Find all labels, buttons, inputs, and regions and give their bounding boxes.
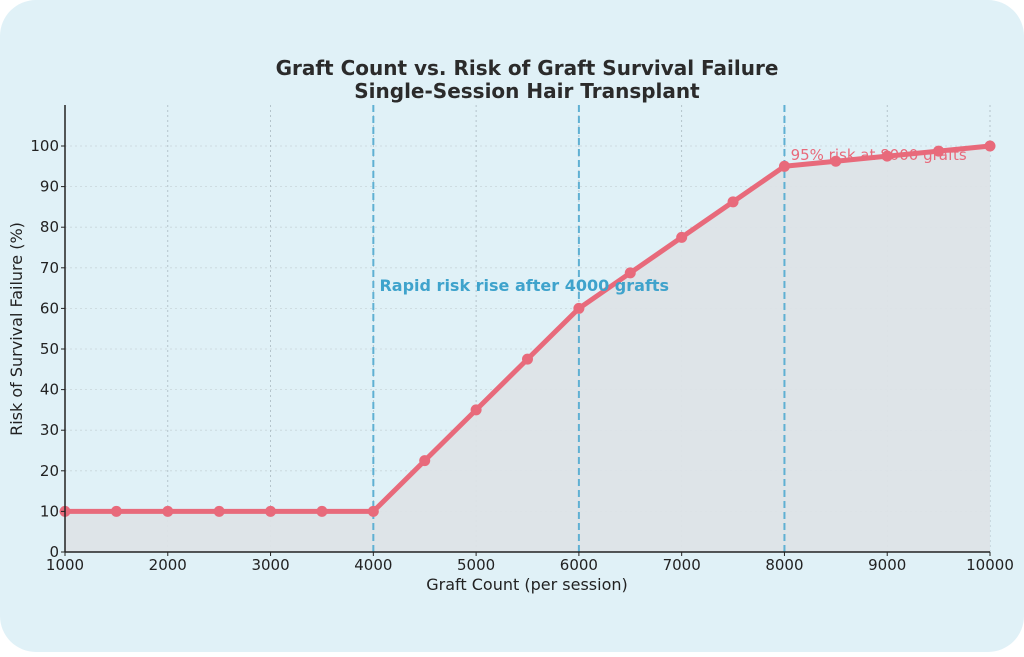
data-point-marker (676, 231, 688, 243)
data-point-marker (367, 505, 379, 517)
x-tick-label: 8000 (765, 556, 803, 574)
data-point-marker (162, 505, 174, 517)
y-tick-label: 30 (40, 421, 59, 439)
y-tick-label: 0 (49, 543, 59, 561)
data-point-marker (470, 404, 482, 416)
y-tick-label: 80 (40, 218, 59, 236)
annotations: Rapid risk rise after 4000 grafts 95% ris… (379, 146, 966, 295)
x-axis-label: Graft Count (per session) (426, 575, 627, 594)
y-tick-label: 60 (40, 299, 59, 317)
axes (64, 105, 990, 553)
x-tick-label: 5000 (457, 556, 495, 574)
annotation-95-risk: 95% risk at 8000 grafts (791, 146, 967, 164)
tick-labels: 1000 2000 3000 4000 5000 6000 7000 8000 9000 1000… (30, 137, 1014, 574)
y-axis-label: Risk of Survival Failure (%) (7, 222, 26, 436)
data-point-marker (522, 353, 533, 365)
data-point-marker (316, 505, 328, 517)
data-point-marker (265, 505, 277, 517)
area-fill (65, 146, 990, 552)
data-point-marker (830, 155, 842, 167)
chart-subtitle: Single-Session Hair Transplant (354, 79, 700, 103)
x-tick-label: 10000 (966, 556, 1014, 574)
area-under-curve (65, 146, 990, 552)
x-tick-label: 1000 (46, 556, 84, 574)
x-tick-label: 4000 (354, 556, 392, 574)
data-point-marker (881, 150, 893, 162)
threshold-lines (372, 105, 786, 552)
data-point-marker (110, 505, 122, 517)
y-tick-label: 90 (40, 178, 59, 196)
y-tick-label: 40 (40, 381, 59, 399)
data-point-marker (727, 196, 739, 208)
y-tick-label: 70 (40, 259, 59, 277)
data-point-marker (573, 302, 585, 314)
data-point-marker (213, 505, 225, 517)
data-series (59, 140, 996, 517)
data-point-marker (933, 145, 945, 157)
data-point-marker (984, 140, 996, 152)
x-tick-label: 6000 (560, 556, 598, 574)
annotation-rapid-rise: Rapid risk rise after 4000 grafts (379, 276, 669, 295)
y-tick-label: 20 (40, 462, 59, 480)
chart-title: Graft Count vs. Risk of Graft Survival F… (276, 56, 779, 80)
data-point-marker (419, 455, 431, 467)
x-tick-label: 2000 (149, 556, 187, 574)
y-tick-label: 10 (40, 502, 59, 520)
data-point-marker (778, 160, 790, 172)
data-point-marker (624, 267, 636, 279)
y-tick-label: 100 (30, 137, 59, 155)
x-tick-label: 3000 (251, 556, 289, 574)
y-tick-label: 50 (40, 340, 59, 358)
x-tick-label: 9000 (868, 556, 906, 574)
x-tick-label: 7000 (663, 556, 701, 574)
